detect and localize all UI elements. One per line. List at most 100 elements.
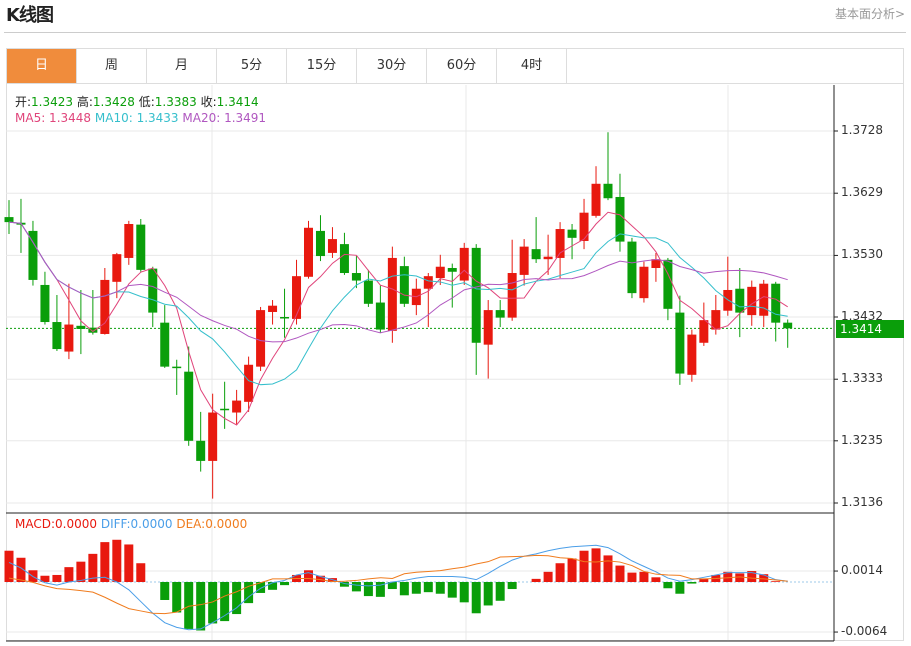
open-value: 1.3423 (31, 95, 74, 109)
macd-bar (100, 542, 110, 582)
candle-down (28, 230, 38, 280)
candle-up (244, 364, 254, 402)
price-tick-label: 1.3629 (841, 185, 883, 200)
candle-down (4, 217, 14, 223)
candle-down (351, 273, 361, 281)
candle-up (292, 276, 302, 319)
candle-down (315, 230, 325, 257)
divider (4, 32, 906, 33)
macd-bar (232, 582, 242, 615)
candle-up (591, 183, 601, 216)
macd-bar (363, 582, 373, 597)
macd-bar (675, 582, 685, 594)
candle-up (519, 246, 529, 275)
candle-down (783, 322, 793, 329)
tab-month[interactable]: 月 (147, 49, 217, 83)
candle-up (579, 212, 589, 241)
macd-bar (351, 582, 361, 592)
page-title: K线图 (6, 5, 54, 26)
candle-down (136, 224, 146, 270)
macd-bar (136, 563, 146, 582)
candle-up (268, 305, 278, 312)
macd-bar (759, 574, 769, 582)
macd-bar (76, 561, 86, 582)
macd-bar (591, 548, 601, 582)
macd-bar (16, 557, 26, 582)
macd-bar (639, 571, 649, 582)
diff-line (8, 544, 788, 631)
candle-up (124, 224, 134, 258)
macd-tick-label: 0.0014 (841, 563, 883, 578)
macd-bar (579, 550, 589, 582)
macd-bar (495, 582, 505, 601)
close-label: 收: (200, 95, 217, 109)
macd-bar (483, 582, 493, 606)
candle-up (232, 400, 242, 413)
macd-bar (567, 558, 577, 582)
candle-down (88, 327, 98, 333)
macd-bar (52, 574, 62, 582)
macd-bar (375, 582, 385, 597)
ma10-line (8, 221, 788, 386)
candle-down (184, 371, 194, 441)
price-tick-label: 1.3136 (841, 495, 883, 509)
candle-up (711, 310, 721, 330)
candle-up (256, 310, 266, 367)
fundamental-analysis-link[interactable]: 基本面分析> (834, 7, 905, 21)
macd-bar (687, 582, 697, 584)
close-value: 1.3414 (216, 95, 259, 109)
tab-day[interactable]: 日 (7, 49, 77, 83)
tab-week[interactable]: 周 (77, 49, 147, 83)
macd-info: MACD:0.0000 DIFF:0.0000 DEA:0.0000 (15, 517, 247, 531)
tab-4hour[interactable]: 4时 (497, 49, 567, 83)
candle-up (651, 259, 661, 268)
candle-up (687, 334, 697, 375)
price-tick-label: 1.3432 (841, 309, 883, 323)
price-tick-label: 1.3728 (841, 123, 883, 137)
macd-bar (124, 544, 134, 582)
diff-value: DIFF:0.0000 (100, 517, 173, 531)
candle-down (339, 244, 349, 274)
candle-down (399, 266, 409, 304)
high-value: 1.3428 (92, 95, 135, 109)
macd-bar (160, 582, 170, 600)
ma5-line (8, 211, 788, 426)
macd-bar (471, 582, 481, 614)
macd-bar (531, 578, 541, 582)
candle-up (112, 254, 122, 282)
macd-bar (423, 582, 433, 593)
candle-up (387, 257, 397, 331)
candle-up (304, 227, 313, 277)
macd-value: MACD:0.0000 (15, 517, 98, 531)
candle-down (675, 312, 685, 374)
candle-up (483, 310, 493, 345)
macd-bar (771, 581, 781, 582)
ma-info: MA5: 1.3448 MA10: 1.3433 MA20: 1.3491 (15, 111, 266, 125)
candle-up (543, 256, 553, 260)
candle-down (148, 268, 158, 313)
candle-up (435, 266, 445, 279)
macd-bar (627, 572, 637, 582)
ma10-value: MA10: 1.3433 (94, 111, 179, 125)
candle-down (447, 267, 457, 272)
macd-bar (88, 553, 98, 582)
tab-5min[interactable]: 5分 (217, 49, 287, 83)
tab-30min[interactable]: 30分 (357, 49, 427, 83)
tab-60min[interactable]: 60分 (427, 49, 497, 83)
candle-down (76, 325, 86, 329)
price-tick-label: 1.3235 (841, 432, 883, 447)
tab-15min[interactable]: 15分 (287, 49, 357, 83)
macd-bar (603, 555, 613, 582)
macd-bar (651, 577, 661, 582)
macd-bar (256, 582, 266, 593)
high-label: 高: (76, 95, 93, 109)
ma20-line (8, 221, 788, 343)
macd-bar (220, 582, 230, 622)
ma5-value: MA5: 1.3448 (15, 111, 92, 125)
dea-value: DEA:0.0000 (176, 517, 248, 531)
period-tabs: 日 周 月 5分 15分 30分 60分 4时 (6, 48, 904, 84)
macd-bar (64, 567, 74, 582)
candle-down (531, 249, 541, 260)
